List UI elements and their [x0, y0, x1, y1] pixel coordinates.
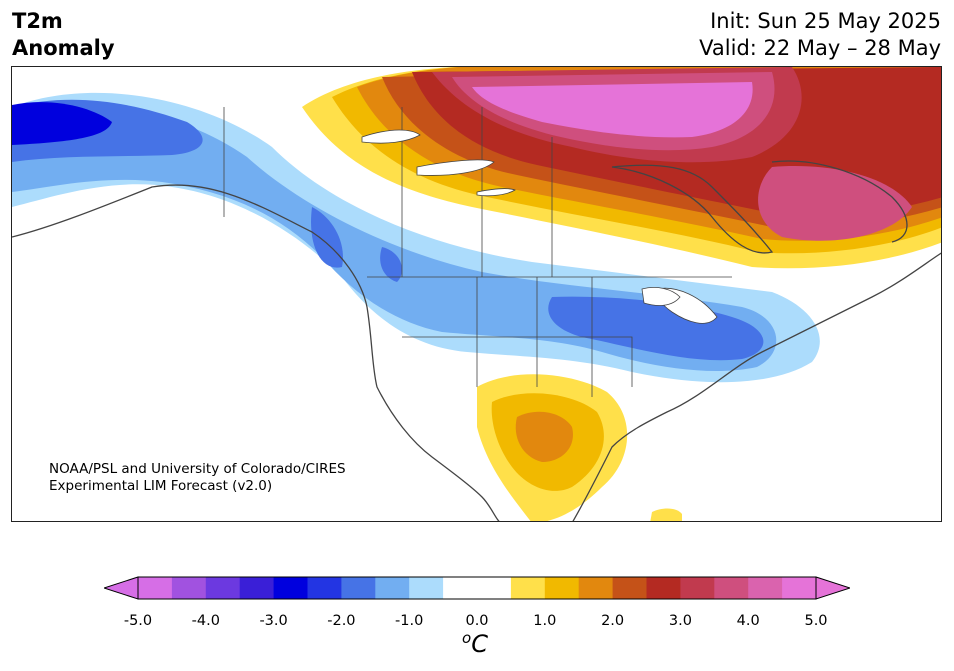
- colorbar-segment: [205, 577, 241, 599]
- southern-warm-shading: [477, 374, 682, 521]
- colorbar-segment: [612, 577, 647, 599]
- colorbar-extend-left: [104, 576, 139, 600]
- colorbar-tick-label: -4.0: [191, 613, 220, 629]
- colorbar-tick-label: 3.0: [668, 613, 692, 629]
- lakes: [361, 129, 718, 324]
- anomaly-map: [11, 66, 942, 522]
- cold-anomaly-shading: [12, 92, 820, 383]
- colorbar-tick-label: -3.0: [259, 613, 288, 629]
- colorbar-tick-label: 4.0: [736, 613, 760, 629]
- colorbar-segment: [443, 577, 478, 599]
- warm-anomaly-shading: [302, 67, 941, 269]
- colorbar-segment: [646, 577, 681, 599]
- colorbar-segment: [341, 577, 376, 599]
- colorbar-segment: [375, 577, 410, 599]
- units-letter: C: [471, 630, 488, 658]
- colorbar-extend-right: [815, 576, 850, 600]
- colorbar-outline: [137, 576, 817, 600]
- colorbar-segments: [138, 577, 817, 599]
- colorbar-segment: [748, 577, 783, 599]
- colorbar-segment: [239, 577, 275, 599]
- credit-line-1: NOAA/PSL and University of Colorado/CIRE…: [49, 461, 346, 477]
- credit-text: NOAA/PSL and University of Colorado/CIRE…: [49, 461, 346, 495]
- colorbar-segment: [578, 577, 614, 599]
- map-title: T2m Anomaly: [12, 8, 115, 62]
- colorbar-segment: [544, 577, 580, 599]
- colorbar-segment: [138, 577, 173, 599]
- colorbar-segment: [680, 577, 715, 599]
- colorbar-segment: [409, 577, 444, 599]
- colorbar-segment: [307, 577, 342, 599]
- colorbar-tick-label: 2.0: [601, 613, 625, 629]
- title-line-1: T2m: [12, 9, 63, 33]
- colorbar-segment: [273, 577, 308, 599]
- colorbar-tick-label: 1.0: [533, 613, 557, 629]
- units-degree: o: [462, 629, 472, 647]
- colorbar-tick-label: 0.0: [465, 613, 489, 629]
- colorbar-units: oC: [462, 629, 488, 658]
- credit-line-2: Experimental LIM Forecast (v2.0): [49, 478, 273, 494]
- colorbar: [104, 576, 850, 600]
- colorbar-segment: [510, 577, 546, 599]
- political-borders: [223, 107, 732, 397]
- colorbar-tick-label: 5.0: [804, 613, 828, 629]
- init-date: Init: Sun 25 May 2025: [710, 9, 941, 33]
- colorbar-segment: [714, 577, 749, 599]
- coastlines: [12, 160, 941, 521]
- great-lakes: [641, 287, 681, 306]
- title-line-2: Anomaly: [12, 36, 115, 60]
- colorbar-tick-label: -2.0: [327, 613, 356, 629]
- colorbar-segment: [782, 577, 817, 599]
- valid-range: Valid: 22 May – 28 May: [699, 36, 941, 60]
- map-canvas: [12, 67, 941, 521]
- colorbar-segment: [171, 577, 207, 599]
- colorbar-tick-label: -1.0: [395, 613, 424, 629]
- forecast-dates: Init: Sun 25 May 2025 Valid: 22 May – 28…: [699, 8, 941, 62]
- colorbar-tick-label: -5.0: [123, 613, 153, 629]
- colorbar-segment: [477, 577, 512, 599]
